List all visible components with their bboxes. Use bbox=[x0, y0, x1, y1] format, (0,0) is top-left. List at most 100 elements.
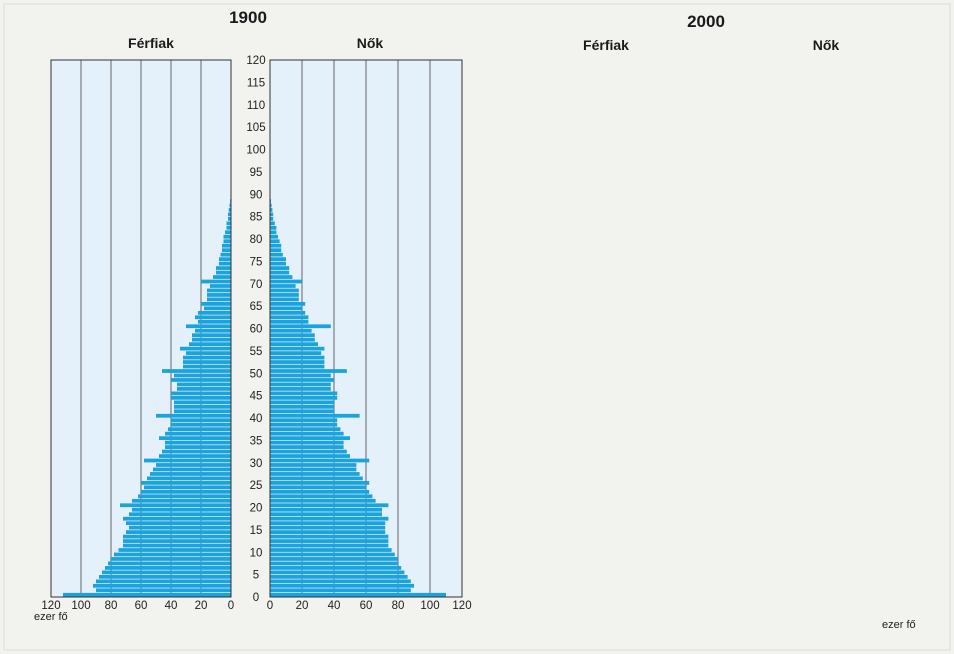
women-bar bbox=[270, 342, 318, 347]
women-bar bbox=[270, 288, 299, 293]
women-bar bbox=[270, 243, 282, 248]
x-tick-label: 60 bbox=[360, 600, 373, 612]
age-tick-label: 35 bbox=[250, 435, 263, 447]
women-bar bbox=[270, 212, 274, 217]
men-bar bbox=[171, 422, 231, 427]
men-bar bbox=[195, 315, 231, 320]
women-bar bbox=[270, 310, 306, 315]
men-bar bbox=[99, 574, 231, 579]
women-bar bbox=[270, 364, 325, 369]
men-bar bbox=[120, 503, 231, 508]
women-bar bbox=[270, 333, 315, 338]
men-bar bbox=[192, 333, 231, 338]
men-bar bbox=[129, 512, 231, 517]
women-bar bbox=[270, 516, 389, 521]
men-bar bbox=[223, 234, 231, 239]
age-tick-label: 70 bbox=[250, 279, 263, 291]
men-bar bbox=[126, 530, 231, 534]
men-bar bbox=[219, 257, 231, 262]
women-bar bbox=[270, 261, 286, 266]
women-bar bbox=[270, 489, 370, 494]
age-tick-label: 20 bbox=[250, 503, 263, 515]
women-bar bbox=[270, 494, 373, 499]
men-bar bbox=[180, 346, 231, 351]
men-label: Férfiak bbox=[583, 37, 629, 53]
men-bar bbox=[204, 306, 231, 311]
men-bar bbox=[144, 485, 231, 490]
women-bar bbox=[270, 431, 344, 436]
men-bar bbox=[210, 284, 231, 288]
age-tick-label: 25 bbox=[250, 480, 263, 492]
women-bar bbox=[270, 583, 414, 588]
women-bar bbox=[270, 561, 398, 566]
men-bar bbox=[141, 481, 231, 485]
men-bar bbox=[174, 373, 231, 378]
men-panel bbox=[50, 59, 232, 598]
x-tick-label: 60 bbox=[135, 600, 148, 612]
men-bar bbox=[207, 297, 231, 302]
men-bar bbox=[223, 239, 231, 244]
men-bar bbox=[165, 431, 231, 436]
age-tick-label: 75 bbox=[250, 256, 263, 268]
men-bar bbox=[93, 583, 231, 588]
men-bar bbox=[123, 543, 231, 548]
x-tick-label: 20 bbox=[195, 600, 208, 612]
women-bar bbox=[270, 324, 331, 329]
age-tick-label: 80 bbox=[250, 234, 263, 246]
women-bar bbox=[270, 257, 286, 262]
x-tick-label: 40 bbox=[165, 600, 178, 612]
men-bar bbox=[105, 566, 231, 570]
women-bar bbox=[270, 463, 357, 467]
men-bar bbox=[162, 369, 231, 373]
women-bar bbox=[270, 328, 312, 333]
women-bar bbox=[270, 449, 347, 454]
age-tick-label: 90 bbox=[250, 189, 263, 201]
men-bar bbox=[186, 351, 231, 355]
age-tick-label: 30 bbox=[250, 458, 263, 470]
x-tick-label: 100 bbox=[71, 600, 90, 612]
men-bar bbox=[174, 404, 231, 409]
women-bar bbox=[270, 476, 363, 481]
page-border bbox=[3, 3, 951, 651]
age-tick-label: 10 bbox=[250, 547, 263, 559]
x-tick-label: 0 bbox=[228, 600, 234, 612]
men-bar bbox=[174, 400, 231, 405]
x-tick-label: 120 bbox=[41, 600, 60, 612]
women-bar bbox=[270, 234, 278, 239]
women-bar bbox=[270, 427, 341, 432]
men-bar bbox=[183, 360, 231, 364]
men-bar bbox=[226, 221, 231, 226]
women-bar bbox=[270, 570, 405, 575]
men-bar bbox=[228, 212, 231, 217]
men-bar bbox=[201, 302, 231, 306]
men-bar bbox=[201, 279, 231, 284]
pyramid-title: 1900020406080100120020406080100120051015… bbox=[229, 8, 267, 27]
women-bar bbox=[270, 507, 382, 512]
men-bar bbox=[192, 337, 231, 342]
x-tick-label: 40 bbox=[328, 600, 341, 612]
women-bar bbox=[270, 360, 325, 364]
men-bar bbox=[63, 592, 231, 597]
men-bar bbox=[165, 445, 231, 449]
men-bar bbox=[138, 494, 231, 499]
x-tick-label: 20 bbox=[296, 600, 309, 612]
x-tick-label: 80 bbox=[392, 600, 405, 612]
women-bar bbox=[270, 302, 306, 306]
x-tick-label: 80 bbox=[105, 600, 118, 612]
plot-frame bbox=[269, 59, 463, 598]
women-bar bbox=[270, 418, 338, 423]
women-bar bbox=[270, 445, 344, 449]
men-bar bbox=[186, 324, 231, 329]
men-bar bbox=[168, 427, 231, 432]
men-bar bbox=[165, 440, 231, 445]
women-bar bbox=[270, 481, 370, 485]
women-bar bbox=[270, 530, 386, 534]
men-bar bbox=[207, 288, 231, 293]
men-bar bbox=[118, 548, 231, 552]
men-label: Férfiak bbox=[128, 35, 174, 51]
men-bar bbox=[216, 266, 231, 270]
women-bar bbox=[270, 467, 357, 472]
age-tick-label: 5 bbox=[253, 570, 259, 582]
age-tick-label: 100 bbox=[246, 145, 265, 157]
women-bar bbox=[270, 552, 395, 557]
